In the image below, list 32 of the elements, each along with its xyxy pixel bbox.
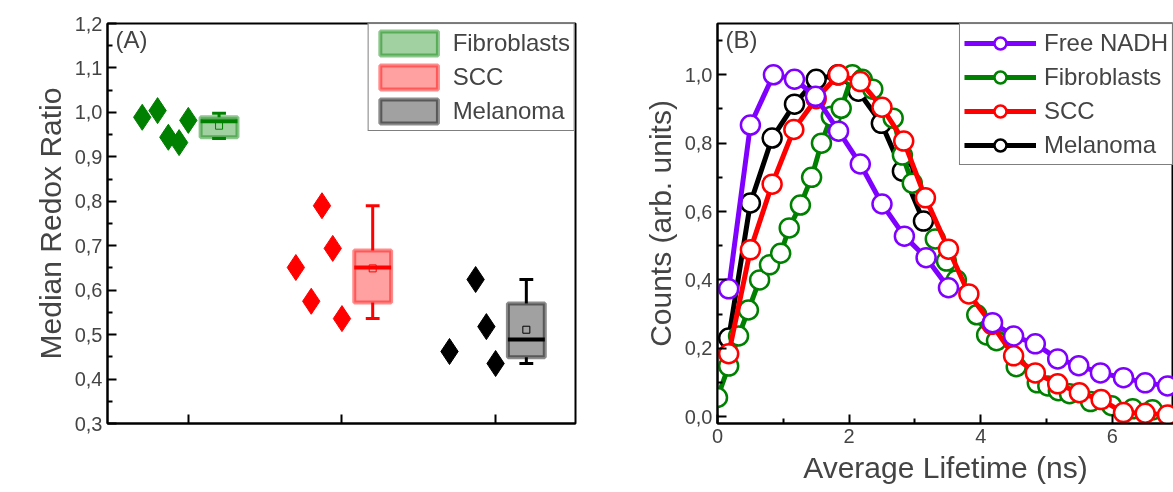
y-tick-label: 0,4 xyxy=(684,268,713,291)
annotation: (B) xyxy=(725,25,758,53)
y-tick-label: 0,6 xyxy=(74,279,103,302)
x-tick-label: 0 xyxy=(711,424,724,447)
x-tick-label: 2 xyxy=(843,424,855,447)
annotation: (A) xyxy=(115,25,148,53)
legend-label: Free NADH xyxy=(1043,29,1168,57)
y-tick-label: 1,1 xyxy=(74,56,103,79)
y-axis-title: Median Redox Ratio xyxy=(33,87,67,360)
x-axis-title: Average Lifetime (ns) xyxy=(803,450,1088,484)
legend-label: Melanoma xyxy=(1043,131,1157,159)
legend-label: SCC xyxy=(452,63,504,91)
y-tick-label: 0,0 xyxy=(684,405,713,428)
y-axis-title: Counts (arb. units) xyxy=(643,100,677,347)
y-tick-label: 1,0 xyxy=(74,101,103,124)
legend-label: Fibroblasts xyxy=(452,29,570,57)
y-tick-label: 0,7 xyxy=(74,234,103,257)
y-tick-label: 0,9 xyxy=(74,145,103,168)
x-tick-label: 4 xyxy=(975,424,987,447)
y-tick-label: 0,6 xyxy=(684,200,713,223)
legend-label: Fibroblasts xyxy=(1043,63,1162,91)
y-tick-label: 0,2 xyxy=(684,337,713,360)
y-tick-label: 0,3 xyxy=(74,412,103,435)
y-tick-label: 0,4 xyxy=(74,368,103,391)
y-tick-label: 0,8 xyxy=(74,190,103,213)
y-tick-label: 0,8 xyxy=(684,132,713,155)
y-tick-label: 1,2 xyxy=(74,12,103,35)
y-tick-label: 0,5 xyxy=(74,323,103,346)
x-tick-label: 6 xyxy=(1106,424,1118,447)
legend-label: SCC xyxy=(1043,97,1095,125)
legend-label: Melanoma xyxy=(452,97,565,125)
y-tick-label: 1,0 xyxy=(684,63,713,86)
